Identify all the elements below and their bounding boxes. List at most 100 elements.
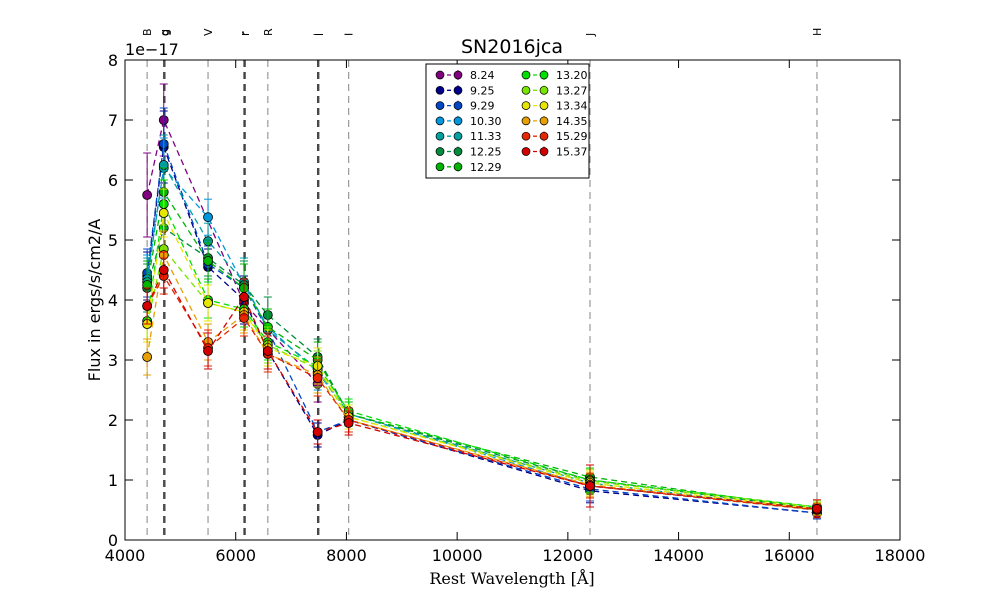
legend-marker [539, 116, 549, 126]
legend-marker [521, 85, 531, 95]
band-label-10: J [584, 33, 597, 37]
legend-marker [539, 70, 549, 80]
series-line-14.35 [146, 252, 818, 511]
x-tick-label-5: 14000 [653, 546, 704, 565]
legend-marker [453, 101, 463, 110]
legend-label: 12.25 [470, 146, 502, 159]
data-point [343, 418, 354, 428]
legend-marker [521, 70, 531, 80]
legend-marker [435, 147, 445, 156]
series-15.37 [142, 251, 822, 519]
series-layer [142, 83, 822, 520]
y-tick-label-0: 0 [108, 531, 118, 550]
data-point [142, 301, 153, 311]
legend-label: 11.33 [470, 130, 502, 143]
y-tick-label-4: 4 [108, 291, 118, 310]
band-label-9: I [343, 33, 356, 36]
legend-item-9.25: 9.25 [435, 84, 495, 97]
legend-marker [521, 101, 531, 110]
legend-marker [435, 101, 445, 110]
series-line-13.20 [146, 201, 818, 508]
legend-item-9.29: 9.29 [435, 100, 495, 113]
band-label-2: g [159, 29, 172, 36]
legend-item-11.33: 11.33 [435, 130, 502, 143]
legend-marker [453, 116, 463, 126]
y-axis-label: Flux in ergs/s/cm2/A [85, 219, 104, 382]
series-line-12.25 [146, 226, 818, 510]
legend-marker [539, 131, 549, 141]
legend: 8.24 9.25 9.29 10.30 11.33 12.25 12.29 13.20 13.… [425, 63, 590, 179]
legend-marker [453, 85, 463, 95]
y-offset-label: 1e−17 [125, 40, 179, 59]
data-point [585, 481, 595, 491]
series-8.24 [142, 83, 323, 403]
legend-marker [435, 116, 445, 126]
legend-item-8.24: 8.24 [435, 69, 495, 82]
legend-label: 9.25 [470, 84, 495, 97]
data-point [312, 373, 323, 383]
legend-item-15.29: 15.29 [521, 130, 588, 143]
data-point [203, 298, 213, 308]
data-point [142, 352, 153, 362]
band-label-6: R [262, 28, 275, 36]
x-tick-label-7: 18000 [875, 546, 926, 565]
band-label-5: r [239, 31, 252, 36]
legend-label: 15.37 [556, 146, 588, 159]
data-point [158, 265, 169, 275]
data-point [239, 292, 249, 302]
legend-label: 13.20 [556, 69, 588, 82]
band-label-1: g [158, 29, 171, 36]
legend-marker [435, 85, 445, 95]
legend-label: 13.34 [556, 100, 588, 113]
legend-label: 8.24 [470, 69, 495, 82]
band-label-8: i [313, 33, 326, 36]
legend-marker [453, 162, 463, 172]
legend-marker [539, 147, 549, 156]
y-tick-label-2: 2 [108, 411, 118, 430]
legend-label: 12.29 [470, 161, 502, 174]
y-tick-label-7: 7 [108, 111, 118, 130]
legend-label: 13.27 [556, 84, 588, 97]
legend-marker [435, 162, 445, 172]
legend-marker [453, 131, 463, 141]
legend-item-13.27: 13.27 [521, 84, 588, 97]
legend-marker [539, 101, 549, 110]
chart-title: SN2016jca [461, 36, 563, 58]
band-label-3: V [202, 28, 215, 36]
data-point [262, 346, 273, 356]
y-tick-label-8: 8 [108, 51, 118, 70]
data-point [203, 256, 213, 266]
data-point [203, 346, 213, 356]
data-point [142, 190, 153, 200]
legend-box [425, 63, 590, 179]
x-tick-label-2: 8000 [326, 546, 367, 565]
legend-item-15.37: 15.37 [521, 146, 588, 159]
legend-item-12.25: 12.25 [435, 146, 502, 159]
legend-item-13.34: 13.34 [521, 100, 588, 113]
y-tick-label-1: 1 [108, 471, 118, 490]
y-tick-label-5: 5 [108, 231, 118, 250]
data-point [203, 212, 213, 223]
legend-label: 10.30 [470, 115, 502, 128]
legend-marker [453, 147, 463, 156]
data-point [812, 503, 822, 514]
legend-marker [539, 85, 549, 95]
x-axis-label: Rest Wavelength [Å] [429, 568, 594, 588]
series-line-12.29 [146, 190, 818, 510]
legend-label: 9.29 [470, 100, 495, 113]
legend-label: 15.29 [556, 130, 588, 143]
legend-marker [435, 70, 445, 80]
legend-item-10.30: 10.30 [435, 115, 502, 128]
y-tick-label-3: 3 [108, 351, 118, 370]
legend-item-12.29: 12.29 [435, 161, 502, 174]
band-label-0: B [141, 28, 154, 36]
data-point [158, 208, 169, 218]
legend-marker [521, 116, 531, 126]
data-point [312, 427, 323, 437]
legend-marker [435, 131, 445, 141]
x-tick-label-1: 6000 [215, 546, 256, 565]
series-line-15.29 [146, 274, 818, 511]
legend-marker [521, 131, 531, 141]
